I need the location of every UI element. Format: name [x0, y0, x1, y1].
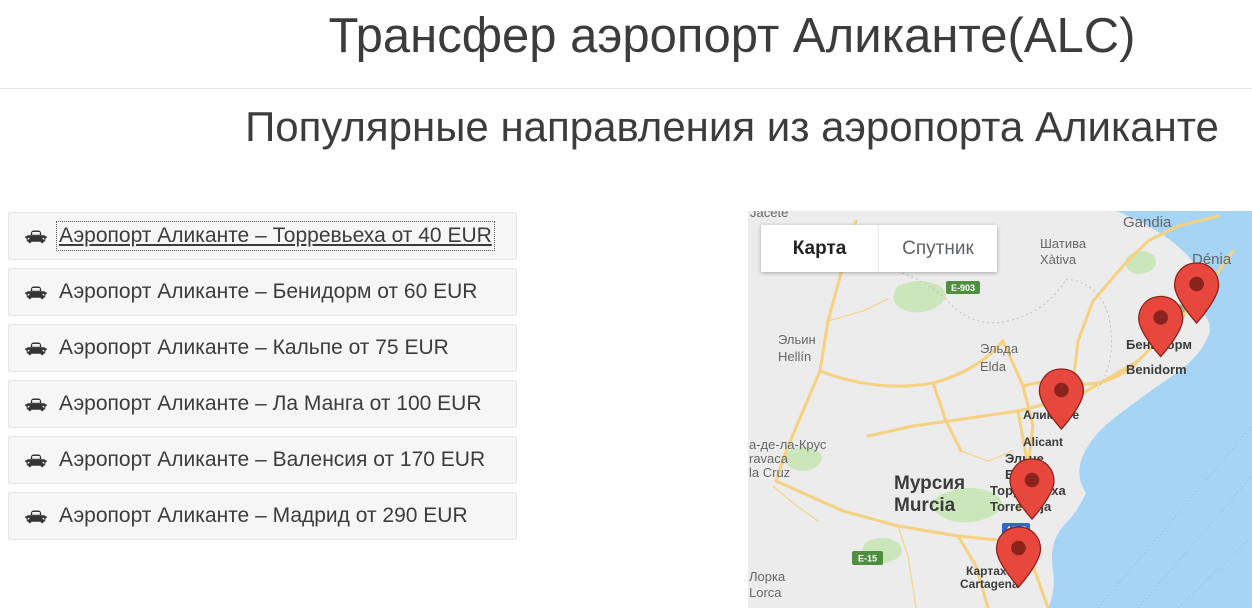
svg-text:Alicant: Alicant [1023, 435, 1063, 449]
svg-text:Мурсия: Мурсия [894, 473, 965, 494]
svg-text:ravaca: ravaca [749, 451, 789, 466]
svg-text:а-де-ла-Крус: а-де-ла-Крус [749, 437, 827, 452]
svg-text:E-15: E-15 [858, 554, 877, 564]
svg-text:Cartagena: Cartagena [960, 577, 1019, 591]
svg-text:Lorca: Lorca [749, 585, 782, 600]
svg-text:Hellín: Hellín [778, 349, 811, 364]
svg-text:la Cruz: la Cruz [749, 465, 790, 480]
svg-text:Benidorm: Benidorm [1126, 362, 1187, 377]
svg-text:Лорка: Лорка [749, 569, 786, 584]
svg-text:E-903: E-903 [951, 283, 975, 293]
svg-text:Эльин: Эльин [778, 332, 816, 347]
svg-text:Шатива: Шатива [1040, 236, 1087, 251]
svg-text:Эльда: Эльда [980, 341, 1019, 356]
svg-text:Elda: Elda [980, 359, 1007, 374]
svg-text:Murcia: Murcia [894, 495, 956, 516]
svg-text:Gandia: Gandia [1123, 214, 1172, 231]
svg-text:Jacete: Jacete [750, 211, 788, 220]
svg-text:Xàtiva: Xàtiva [1040, 252, 1077, 267]
